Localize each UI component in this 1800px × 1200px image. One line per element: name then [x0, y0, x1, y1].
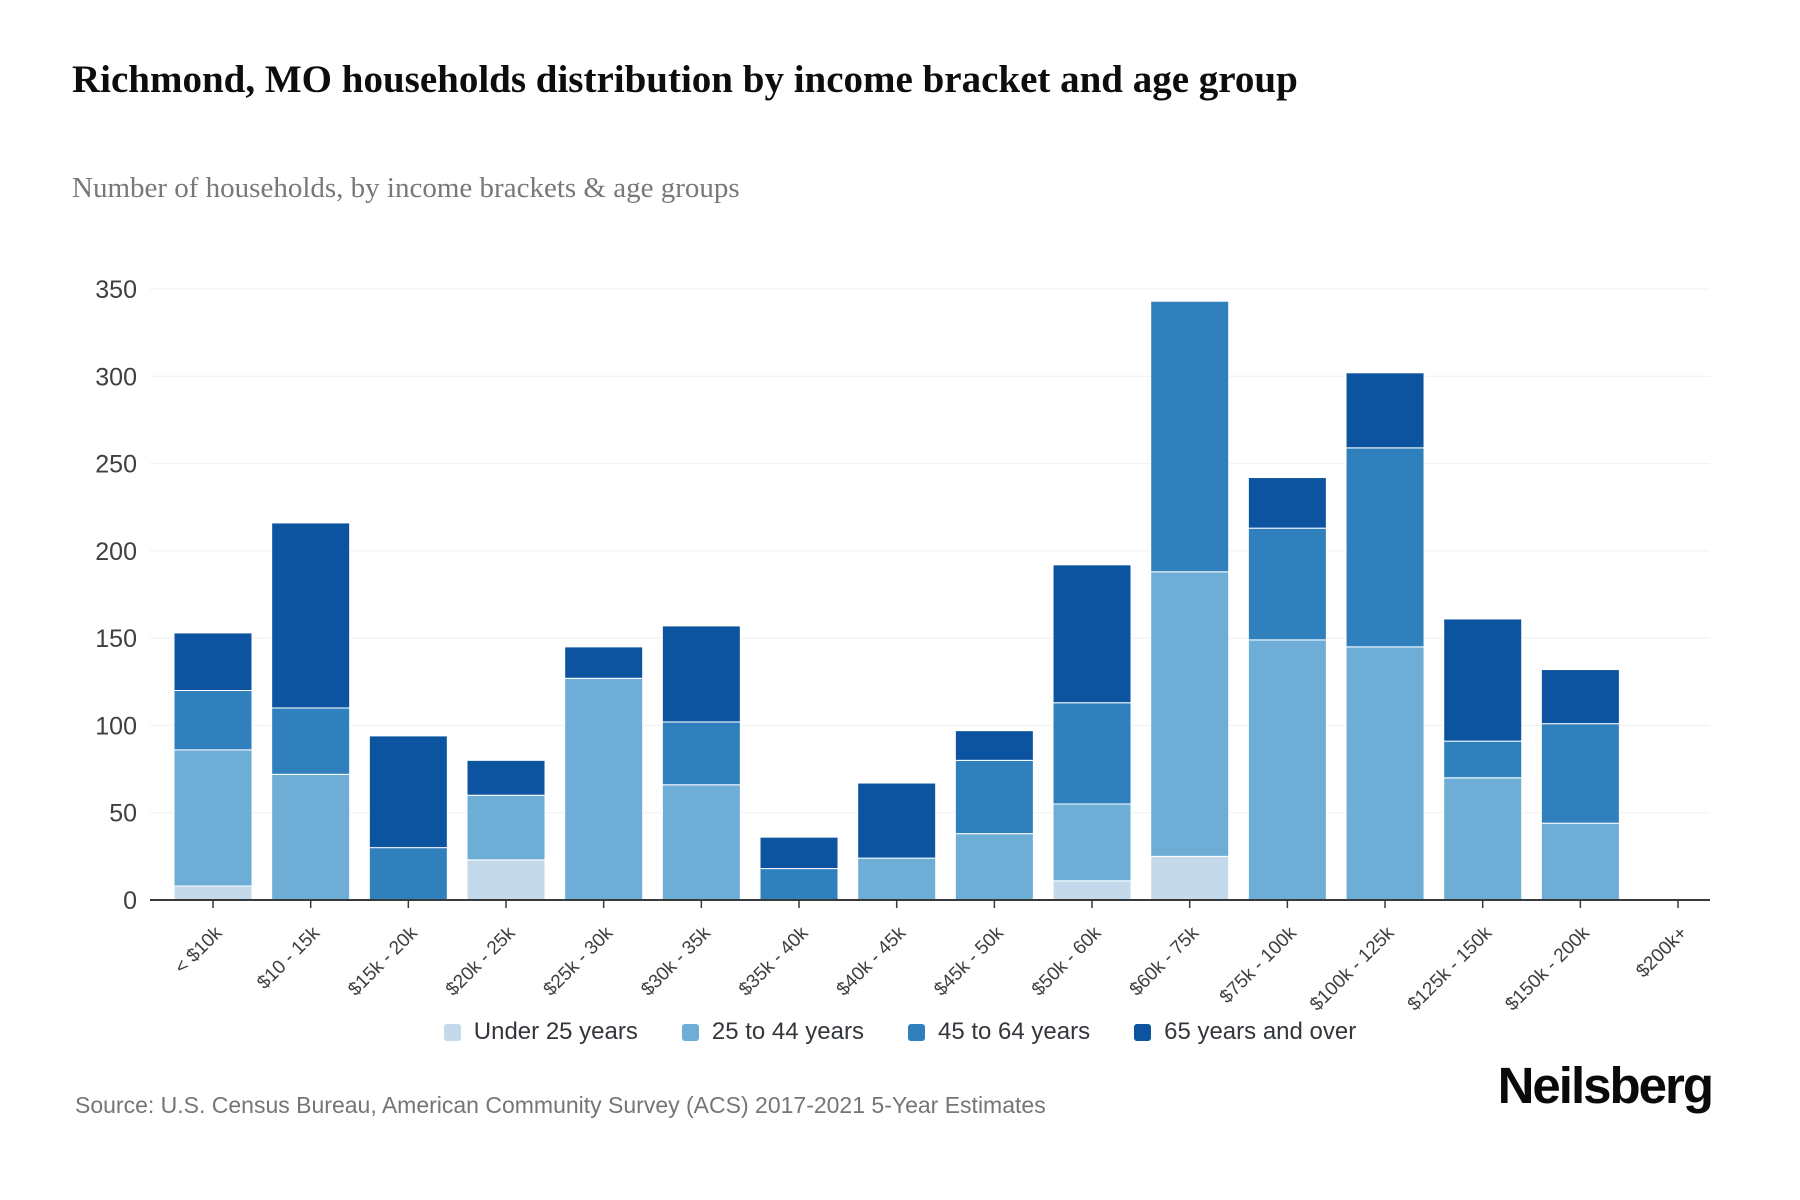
source-note: Source: U.S. Census Bureau, American Com… [75, 1092, 1046, 1118]
y-axis-label-50: 50 [109, 800, 137, 828]
legend-label: 25 to 44 years [711, 1018, 864, 1045]
bar-segment [271, 773, 351, 901]
bar-segment [954, 759, 1034, 835]
bar-segment [857, 782, 937, 859]
bar-segment [1345, 447, 1425, 648]
bar-segment [1443, 777, 1523, 901]
bar-segment [466, 794, 546, 861]
bar-segment [1052, 880, 1132, 901]
y-axis-label-250: 250 [95, 451, 137, 479]
bar-segment [1345, 372, 1425, 449]
legend-swatch-icon [443, 1023, 461, 1041]
bar-segment [759, 836, 839, 870]
legend-swatch-icon [1134, 1023, 1152, 1041]
y-axis-label-100: 100 [95, 712, 137, 740]
bar-segment [173, 885, 253, 901]
legend-label: 65 years and over [1164, 1018, 1357, 1045]
x-axis-label: $30k - 35k [637, 922, 715, 1000]
chart-title: Richmond, MO households distribution by … [72, 58, 1298, 101]
x-axis-label: $125k - 150k [1404, 922, 1497, 1015]
x-axis-label: $150k - 200k [1501, 922, 1594, 1015]
legend-swatch-icon [907, 1023, 925, 1041]
y-axis-label-0: 0 [123, 887, 137, 915]
bar-segment [1150, 855, 1230, 901]
bar-segment [661, 784, 741, 901]
legend-item-under-25-years[interactable]: Under 25 years [443, 1018, 638, 1046]
chart-subtitle: Number of households, by income brackets… [72, 172, 740, 204]
bar-segment [1052, 702, 1132, 805]
x-axis-label: $45k - 50k [930, 922, 1008, 1000]
bar-segment [271, 522, 351, 709]
bar-segment [466, 759, 546, 796]
bar-segment [1540, 669, 1620, 725]
bar-segment [466, 859, 546, 901]
bar-segment [1443, 618, 1523, 742]
bar-segment [564, 677, 644, 901]
x-axis-label: $200k+ [1632, 923, 1691, 982]
bar-segment [368, 847, 448, 901]
x-axis-label: $10 - 15k [253, 922, 324, 993]
legend-label: Under 25 years [473, 1018, 638, 1045]
bar-segment [1052, 564, 1132, 704]
bar-segment [1540, 822, 1620, 901]
x-axis-label: $100k - 125k [1306, 922, 1399, 1015]
legend-swatch-icon [681, 1023, 699, 1041]
bar-segment [1052, 803, 1132, 882]
y-axis-label-150: 150 [95, 625, 137, 653]
bar-segment [564, 646, 644, 679]
legend-item-25-to-44-years[interactable]: 25 to 44 years [681, 1018, 864, 1046]
chart-legend: Under 25 years 25 to 44 years 45 to 64 yea… [0, 1010, 1800, 1054]
bar-segment [759, 868, 839, 901]
bar-segment [661, 625, 741, 723]
bar-segment [1540, 723, 1620, 824]
bar-segment [857, 857, 937, 901]
x-axis-label: $50k - 60k [1028, 922, 1106, 1000]
bar-segment [1150, 571, 1230, 857]
x-axis-label: $60k - 75k [1126, 922, 1204, 1000]
x-axis-label: $15k - 20k [344, 922, 422, 1000]
x-axis-label: $35k - 40k [735, 922, 813, 1000]
bar-segment [173, 690, 253, 751]
y-axis-label-200: 200 [95, 538, 137, 566]
legend-item-65-years-and-over[interactable]: 65 years and over [1134, 1018, 1356, 1046]
bar-segment [1150, 300, 1230, 573]
legend-label: 45 to 64 years [937, 1018, 1091, 1045]
bar-segment [1345, 646, 1425, 901]
bar-segment [661, 721, 741, 786]
y-axis-label-350: 350 [95, 276, 137, 304]
brand-logo: Neilsberg [1497, 1057, 1714, 1114]
bar-segment [954, 833, 1034, 901]
bar-segment [368, 735, 448, 849]
bar-segment [1247, 639, 1327, 901]
x-axis-label: $75k - 100k [1216, 922, 1301, 1007]
bar-segment [1443, 740, 1523, 779]
bar-segment [1247, 477, 1327, 529]
bar-segment [271, 707, 351, 775]
bar-segment [954, 730, 1034, 761]
legend-item-45-to-64-years[interactable]: 45 to 64 years [907, 1018, 1091, 1046]
x-axis-label: < $10k [171, 922, 227, 978]
y-axis-label-300: 300 [95, 363, 137, 391]
bar-segment [173, 749, 253, 887]
x-axis-label: $40k - 45k [833, 922, 911, 1000]
x-axis-label: $25k - 30k [540, 922, 618, 1000]
bar-segment [1247, 527, 1327, 641]
bar-segment [173, 632, 253, 692]
x-axis-label: $20k - 25k [442, 922, 520, 1000]
